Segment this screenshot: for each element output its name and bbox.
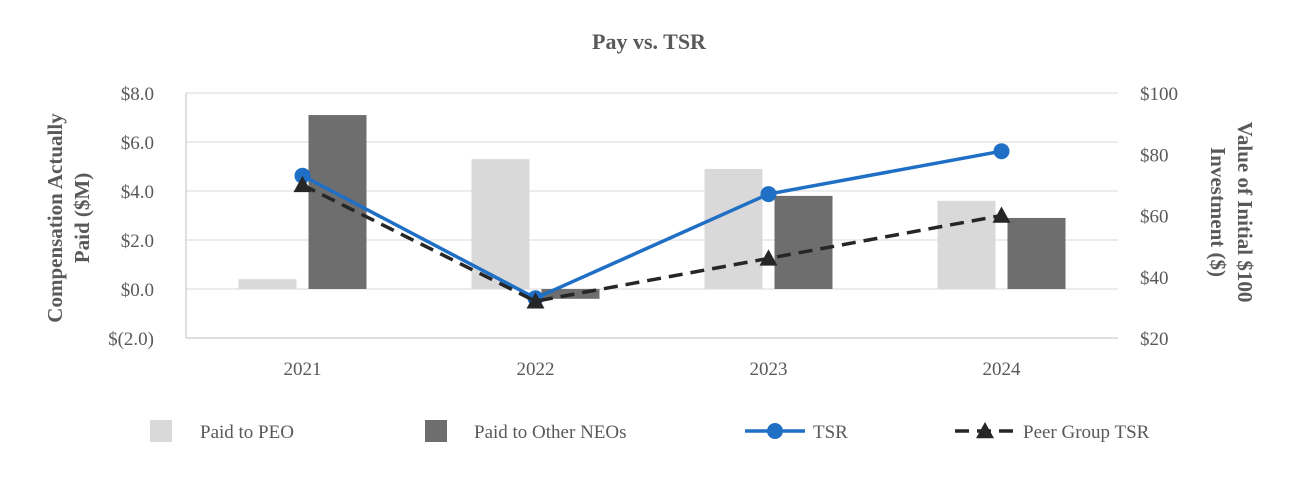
legend-marker-peer-group-tsr: [976, 422, 994, 439]
left-tick-label: $4.0: [121, 182, 154, 203]
x-tick-label: 2021: [284, 359, 322, 380]
line-peer-group-tsr: [301, 183, 1002, 304]
legend-label-peer-group-tsr: Peer Group TSR: [1023, 422, 1150, 443]
axis-titles: Compensation Actually Paid ($M) Value of I…: [43, 113, 1257, 323]
bar-paid-to-peo-2023: [704, 168, 763, 289]
bar-paid-to-other-neos-2024: [1007, 217, 1066, 289]
bar-paid-to-peo-2022: [471, 159, 530, 289]
legend-swatch-paid-to-peo: [150, 420, 172, 442]
bar-paid-to-other-neos-2021: [308, 115, 367, 289]
x-tick-label: 2024: [983, 359, 1022, 380]
legend-item-tsr: TSR: [745, 422, 848, 443]
lines: [293, 143, 1011, 309]
left-tick-label: $6.0: [121, 133, 154, 154]
bar-paid-to-peo-2021: [238, 279, 297, 289]
right-tick-label: $40: [1140, 268, 1169, 289]
legend-label-tsr: TSR: [813, 422, 848, 443]
legend-item-peer-group-tsr: Peer Group TSR: [955, 422, 1150, 443]
axes: [185, 93, 1118, 339]
marker-tsr-2023: [760, 186, 777, 203]
chart-title: Pay vs. TSR: [592, 29, 707, 54]
legend-marker-tsr: [767, 423, 783, 439]
left-tick-label: $0.0: [121, 280, 154, 301]
marker-tsr-2021: [294, 167, 311, 184]
left-tick-label: $2.0: [121, 231, 154, 252]
marker-peer-group-tsr-2022: [526, 292, 545, 309]
marker-peer-group-tsr-2023: [759, 249, 778, 266]
legend-swatch-paid-to-other-neos: [425, 420, 447, 442]
right-tick-label: $60: [1140, 207, 1169, 228]
marker-tsr-2024: [993, 143, 1010, 160]
left-axis-title: Compensation Actually Paid ($M): [43, 113, 94, 323]
marker-peer-group-tsr-2021: [293, 175, 312, 193]
right-axis-title-line: Value of Initial $100: [1233, 122, 1257, 303]
line-tsr: [301, 149, 1002, 301]
bar-paid-to-other-neos-2023: [774, 195, 833, 289]
left-axis-title-line: Paid ($M): [70, 173, 94, 263]
right-axis-title-line: Investment ($): [1206, 147, 1230, 277]
marker-peer-group-tsr-2024: [992, 206, 1011, 223]
bar-paid-to-peo-2024: [937, 200, 996, 289]
right-tick-label: $80: [1140, 145, 1169, 166]
tick-labels: $(2.0) $0.0 $2.0 $4.0 $6.0 $8.0 $20 $40 $60 $80 $1…: [108, 84, 1178, 380]
right-tick-label: $20: [1140, 329, 1169, 350]
legend-item-paid-to-peo: Paid to PEO: [150, 420, 294, 443]
legend-label-paid-to-peo: Paid to PEO: [200, 422, 294, 443]
left-axis-title-line: Compensation Actually: [43, 113, 67, 323]
left-tick-label: $8.0: [121, 84, 154, 105]
x-tick-label: 2022: [517, 359, 555, 380]
legend-item-paid-to-other-neos: Paid to Other NEOs: [425, 420, 627, 443]
right-tick-label: $100: [1140, 84, 1178, 105]
left-tick-label: $(2.0): [108, 329, 154, 350]
legend: Paid to PEO Paid to Other NEOs TSR Peer Gro…: [150, 420, 1150, 443]
x-tick-label: 2023: [750, 359, 788, 380]
legend-label-paid-to-other-neos: Paid to Other NEOs: [474, 422, 627, 443]
